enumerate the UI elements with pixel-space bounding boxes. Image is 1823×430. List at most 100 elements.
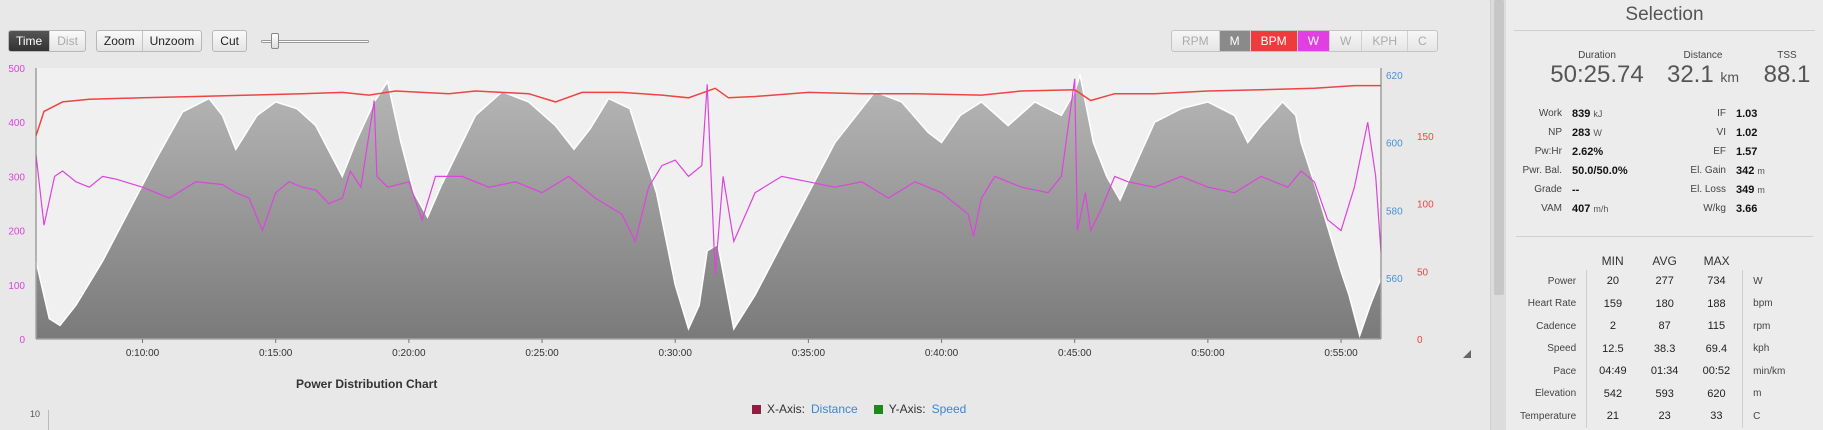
min-value: 20 xyxy=(1586,270,1639,293)
stat-value: 3.66 xyxy=(1736,202,1758,215)
y-axis-swatch xyxy=(873,404,883,414)
avg-value: 01:34 xyxy=(1650,365,1679,378)
distance-unit: km xyxy=(1720,69,1740,85)
dist-button[interactable]: Dist xyxy=(57,34,78,48)
stat-row: Pwr. Bal. 50.0/50.0% xyxy=(1506,161,1631,180)
table-row: Power 20 277 734 W xyxy=(1520,270,1786,293)
stat-value: -- xyxy=(1572,183,1580,196)
metric-toggles: RPM M BPM W W KPH C xyxy=(1171,30,1438,52)
x-axis-swatch xyxy=(752,404,761,414)
metric-button-6[interactable]: C xyxy=(1418,34,1427,48)
stat-row: Work 839 kJ xyxy=(1506,104,1631,123)
row-label: Elevation xyxy=(1535,388,1577,400)
stat-value: 407 xyxy=(1572,202,1591,215)
power-tick-label: 300 xyxy=(8,172,25,183)
stat-value: 2.62% xyxy=(1572,145,1604,158)
y-axis-label: Y-Axis: xyxy=(888,402,926,416)
scatter-legend: X-Axis: Distance Y-Axis: Speed xyxy=(752,402,976,416)
row-label: Speed xyxy=(1547,343,1577,355)
panel-divider[interactable] xyxy=(1490,0,1506,430)
max-value: 33 xyxy=(1710,410,1723,423)
row-label: Heart Rate xyxy=(1527,298,1577,310)
metric-button-3[interactable]: W xyxy=(1297,31,1331,51)
avg-header: AVG xyxy=(1652,254,1677,268)
stat-row: NP 283 W xyxy=(1506,123,1631,142)
distance-value-line: 32.1 km xyxy=(1648,61,1758,91)
table-header-blank xyxy=(1520,252,1587,270)
power-distribution-title: Power Distribution Chart xyxy=(296,377,438,391)
chart-toolbar: Time Dist Zoom Unzoom Cut xyxy=(8,30,369,52)
stat-row: El. Loss 349 m xyxy=(1646,180,1764,199)
stat-label: Work xyxy=(1538,108,1562,119)
table-row: Cadence 2 87 115 rpm xyxy=(1520,315,1786,338)
min-value: 2 xyxy=(1586,315,1639,338)
unzoom-button[interactable]: Unzoom xyxy=(149,34,195,48)
tss-caption: TSS xyxy=(1777,50,1797,61)
metric-button-2[interactable]: BPM xyxy=(1250,31,1298,51)
stat-label: NP xyxy=(1548,127,1562,138)
unit-value: C xyxy=(1742,405,1786,428)
unit-header-blank xyxy=(1743,252,1786,270)
power-tick-label: 400 xyxy=(8,118,25,129)
row-label: Temperature xyxy=(1520,410,1577,422)
stat-value: 50.0/50.0% xyxy=(1572,164,1628,177)
x-tick-label: 0:35:00 xyxy=(792,348,826,359)
stat-value: 839 xyxy=(1572,107,1591,120)
duration-block: Duration 50:25.74 xyxy=(1532,50,1662,89)
stats-divider xyxy=(1516,236,1813,237)
zoom-button[interactable]: Zoom xyxy=(97,31,143,51)
scrollbar[interactable] xyxy=(1494,0,1504,295)
metric-button-1[interactable]: M xyxy=(1219,31,1251,51)
stat-row: Pw:Hr 2.62% xyxy=(1506,142,1631,161)
max-value: 734 xyxy=(1707,275,1726,288)
stat-row: Grade -- xyxy=(1506,180,1631,199)
max-value: 115 xyxy=(1707,320,1726,333)
stat-row: W/kg 3.66 xyxy=(1646,199,1765,218)
row-label: Pace xyxy=(1553,365,1577,377)
table-row: Pace 04:49 01:34 00:52 min/km xyxy=(1520,360,1786,383)
stat-label: IF xyxy=(1717,108,1726,119)
unit-value: rpm xyxy=(1742,315,1786,338)
chart-panel: Time Dist Zoom Unzoom Cut RPM M BPM W W KPH C … xyxy=(0,30,1490,430)
stat-label: VI xyxy=(1716,127,1726,138)
stat-value: 1.03 xyxy=(1736,107,1758,120)
duration-caption: Duration xyxy=(1578,50,1616,61)
smoothing-slider[interactable] xyxy=(260,31,369,51)
x-tick-label: 0:50:00 xyxy=(1191,348,1225,359)
avg-value: 593 xyxy=(1655,387,1674,400)
distribution-axis-line xyxy=(48,410,49,430)
time-button[interactable]: Time xyxy=(9,31,51,51)
x-tick-label: 0:10:00 xyxy=(126,348,160,359)
elevation-tick-label: 560 xyxy=(1386,274,1403,285)
ride-chart[interactable]: 0:10:00 0:15:00 0:20:00 0:25:00 0:30:00 0:35:… xyxy=(0,60,1490,360)
elevation-tick-label: 580 xyxy=(1386,206,1403,217)
x-tick-label: 0:25:00 xyxy=(525,348,559,359)
stat-label: Pw:Hr xyxy=(1534,146,1562,157)
y-axis-value[interactable]: Speed xyxy=(931,402,967,416)
avg-value: 180 xyxy=(1655,297,1674,310)
metric-button-4[interactable]: W xyxy=(1330,31,1363,51)
zoom-group: Zoom Unzoom xyxy=(95,30,203,52)
slider-thumb[interactable] xyxy=(270,33,279,49)
stat-label: Grade xyxy=(1534,184,1562,195)
x-tick-label: 0:30:00 xyxy=(659,348,693,359)
metric-button-0[interactable]: RPM xyxy=(1172,31,1220,51)
unit-value: kph xyxy=(1742,337,1786,360)
x-axis-value[interactable]: Distance xyxy=(811,402,858,416)
min-header: MIN xyxy=(1601,254,1624,268)
stat-unit: m xyxy=(1757,165,1765,176)
metric-button-5[interactable]: KPH xyxy=(1362,31,1409,51)
hr-tick-label: 150 xyxy=(1417,132,1434,143)
stat-row: El. Gain 342 m xyxy=(1646,161,1765,180)
stat-value: 1.57 xyxy=(1736,145,1758,158)
elevation-tick-label: 600 xyxy=(1386,139,1403,150)
elevation-tick-label: 620 xyxy=(1386,71,1403,82)
distance-value: 32.1 xyxy=(1666,61,1714,88)
max-header: MAX xyxy=(1703,254,1730,268)
tss-block: TSS 88.1 xyxy=(1752,50,1822,89)
cut-button[interactable]: Cut xyxy=(220,34,239,48)
unit-value: min/km xyxy=(1742,360,1786,383)
resize-handle-icon[interactable] xyxy=(1463,350,1471,358)
stat-value: 283 xyxy=(1572,126,1591,139)
